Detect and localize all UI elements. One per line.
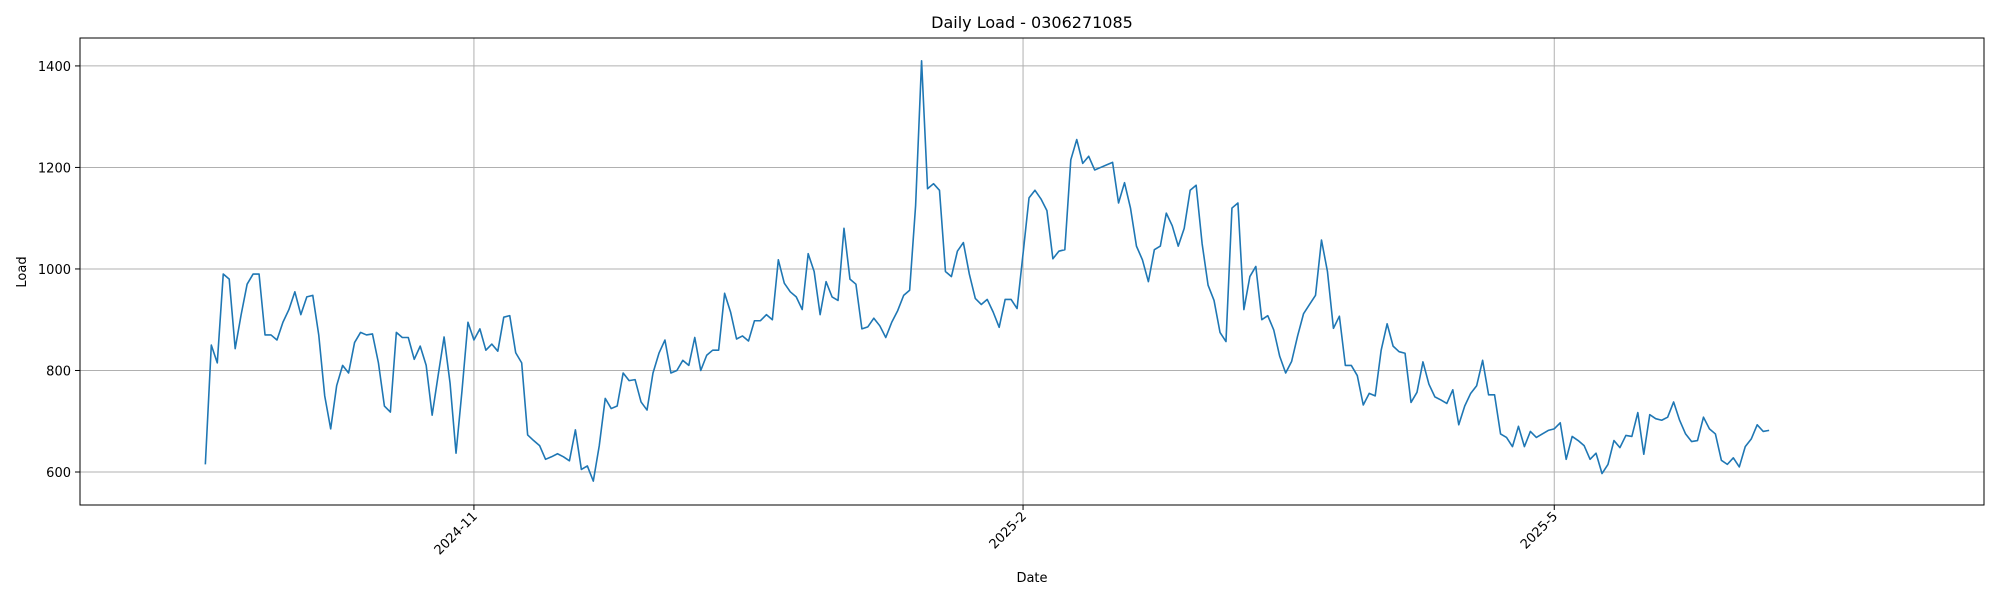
y-axis: 600 800 1000 1200 1400 — [38, 60, 80, 481]
grid — [80, 38, 1984, 505]
y-tick-label: 600 — [46, 466, 71, 481]
y-tick-label: 1200 — [38, 161, 71, 176]
plot-frame — [79, 37, 1985, 506]
chart-title: Daily Load - 0306271085 — [931, 13, 1133, 32]
x-axis-label: Date — [1016, 571, 1047, 586]
series-layer — [204, 60, 1770, 482]
series-line — [204, 60, 1770, 482]
y-tick-label: 800 — [46, 364, 71, 379]
y-tick-label: 1400 — [38, 60, 71, 75]
y-axis-label: Load — [15, 256, 30, 287]
y-tick-label: 1000 — [38, 263, 71, 278]
